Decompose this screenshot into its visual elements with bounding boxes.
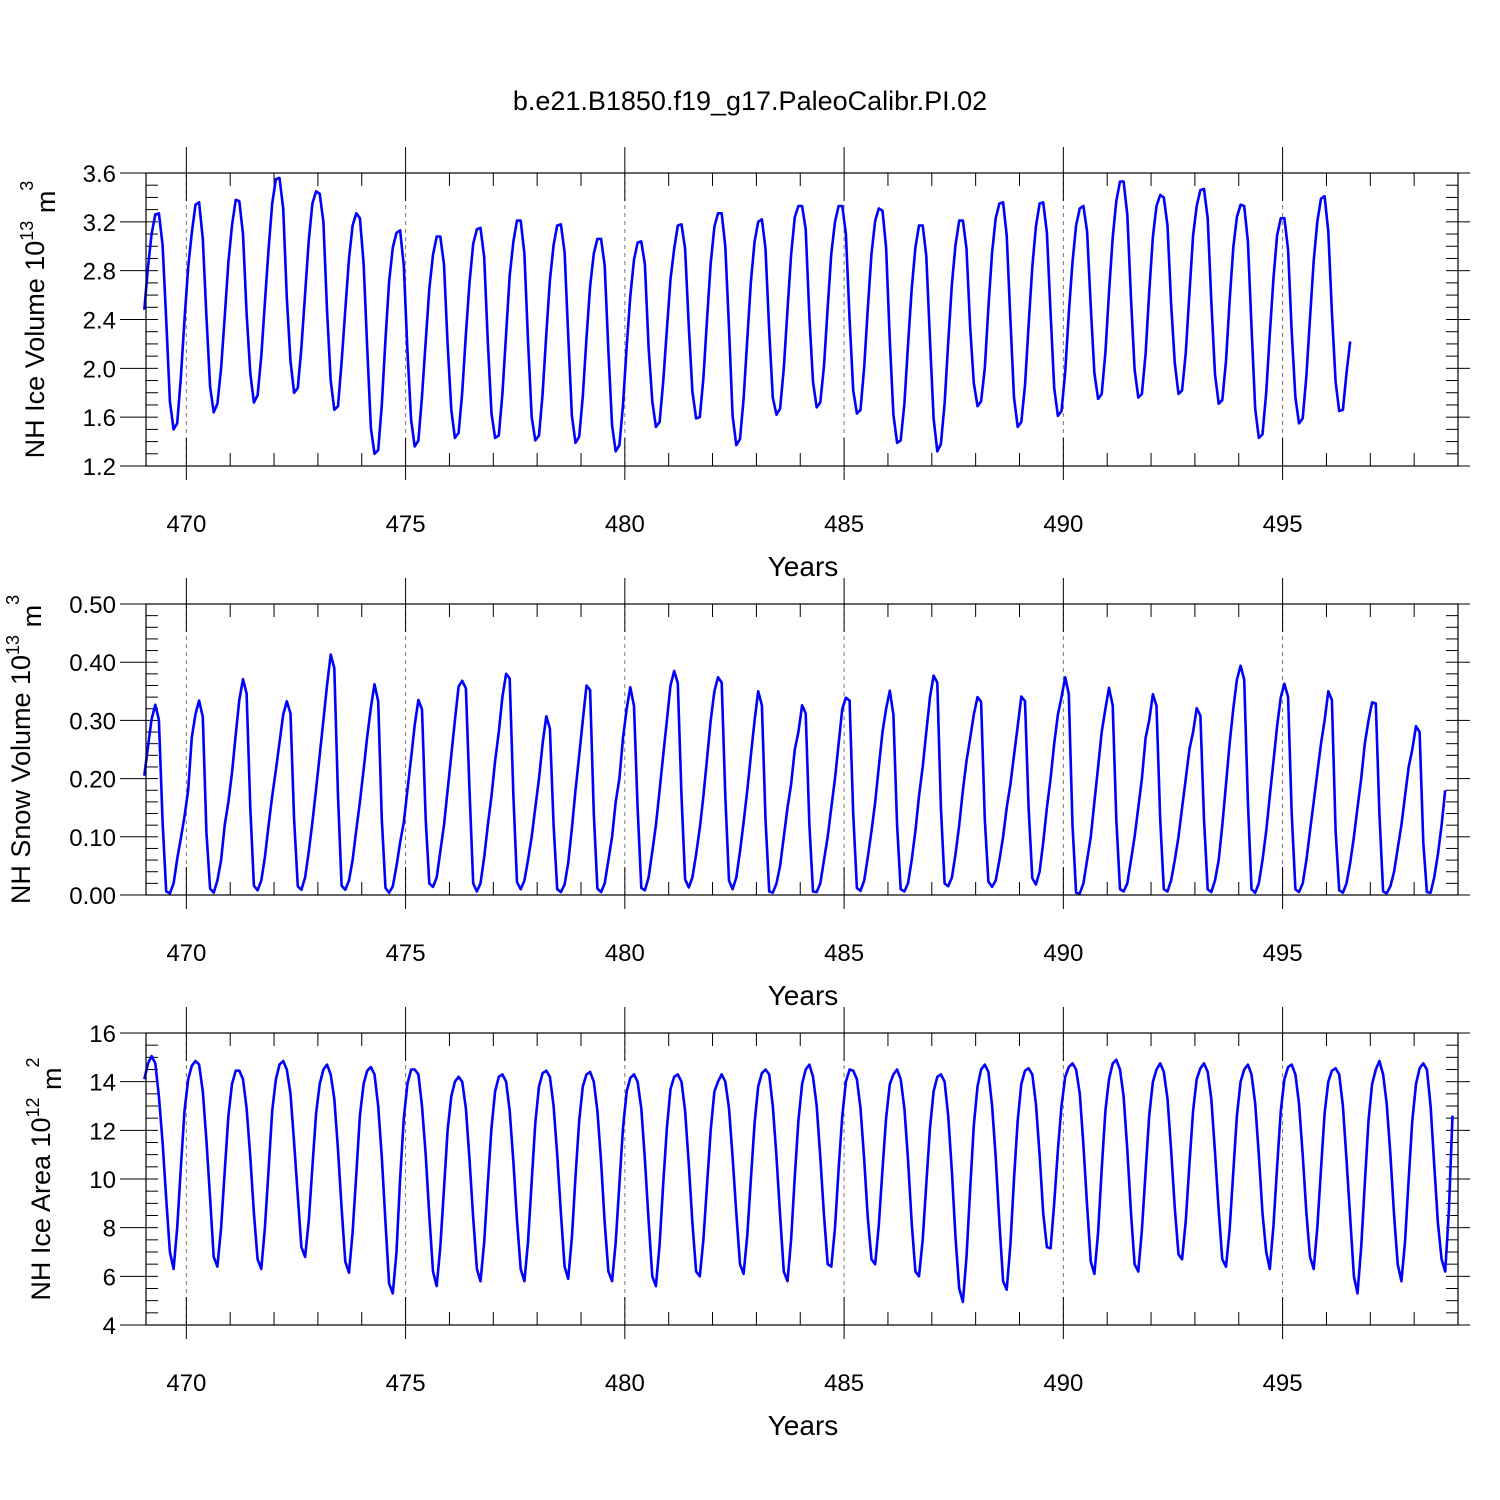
y-tick-label: 12 — [89, 1118, 116, 1145]
x-tick-label: 475 — [386, 511, 426, 538]
series-line — [143, 1054, 1454, 1304]
y-axis-label-ylabel-unit: m — [17, 605, 47, 635]
y-tick-label: 2.8 — [83, 259, 116, 286]
y-tick-label: 0.00 — [69, 883, 116, 910]
x-tick-label: 495 — [1263, 940, 1303, 967]
y-axis-label-ylabel-main: NH Ice Area 10 — [26, 1117, 56, 1300]
y-tick-label: 4 — [103, 1313, 116, 1340]
y-axis-label-ylabel-exp: 13 — [3, 635, 23, 655]
y-axis-label-ylabel-unit-exp: 2 — [23, 1057, 43, 1067]
y-tick-label: 0.20 — [69, 767, 116, 794]
x-axis-label: Years — [768, 1410, 839, 1441]
series-line — [143, 653, 1447, 895]
plot-frame — [145, 603, 1459, 896]
x-tick-label: 470 — [166, 511, 206, 538]
figure-title: b.e21.B1850.f19_g17.PaleoCalibr.PI.02 — [513, 86, 987, 116]
y-axis-label: NH Snow Volume 1013 m3 — [3, 595, 47, 904]
y-tick-label: 0.10 — [69, 825, 116, 852]
y-tick-label: 3.2 — [83, 210, 116, 237]
panel-snow-volume: 0.00 0.10 0.20 0.30 0.40 0.50 470 475 480 485 490 4… — [3, 578, 1470, 1011]
series-line — [143, 176, 1352, 456]
x-tick-label: 485 — [824, 1370, 864, 1397]
y-tick-label: 1.2 — [83, 454, 116, 481]
panel-ice-area: 4 6 8 10 12 14 16 470 475 480 485 490 495 Years NH Ice… — [23, 1007, 1470, 1441]
y-tick-label: 3.6 — [83, 161, 116, 188]
panel-ice-volume: 1.2 1.6 2.0 2.4 2.8 3.2 3.6 470 475 480 485 490 495 Y… — [17, 147, 1470, 582]
x-tick-label: 475 — [386, 1370, 426, 1397]
x-tick-label: 485 — [824, 511, 864, 538]
y-tick-label: 2.0 — [83, 356, 116, 383]
plot-frame — [145, 172, 1459, 467]
y-axis-label-ylabel-main: NH Ice Volume 10 — [20, 241, 50, 459]
x-tick-label: 490 — [1043, 1370, 1083, 1397]
plot-frame — [145, 1032, 1459, 1326]
y-tick-label: 6 — [103, 1264, 116, 1291]
y-tick-label: 0.40 — [69, 650, 116, 677]
x-tick-label: 480 — [605, 1370, 645, 1397]
y-tick-label: 16 — [89, 1021, 116, 1048]
y-axis-label-ylabel-exp: 12 — [23, 1097, 43, 1117]
x-tick-label: 495 — [1263, 1370, 1303, 1397]
y-tick-label: 1.6 — [83, 405, 116, 432]
y-axis-label-ylabel-unit-exp: 3 — [17, 181, 37, 191]
y-tick-label: 14 — [89, 1070, 116, 1097]
y-tick-label: 8 — [103, 1216, 116, 1243]
y-axis-label-ylabel-unit-exp: 3 — [3, 595, 23, 605]
x-tick-label: 480 — [605, 511, 645, 538]
x-tick-label: 470 — [166, 1370, 206, 1397]
y-axis-label-ylabel-unit: m — [37, 1067, 67, 1097]
y-tick-label: 0.50 — [69, 592, 116, 619]
y-tick-label: 10 — [89, 1167, 116, 1194]
x-tick-label: 495 — [1263, 511, 1303, 538]
x-axis-label: Years — [768, 980, 839, 1011]
y-axis-label-ylabel-main: NH Snow Volume 10 — [6, 655, 36, 904]
x-tick-label: 475 — [386, 940, 426, 967]
y-axis-label: NH Ice Area 1012 m2 — [23, 1057, 67, 1300]
x-tick-label: 470 — [166, 940, 206, 967]
x-axis-label: Years — [768, 551, 839, 582]
x-tick-label: 490 — [1043, 511, 1083, 538]
y-axis-label-ylabel-exp: 13 — [17, 221, 37, 241]
x-tick-label: 480 — [605, 940, 645, 967]
x-tick-label: 485 — [824, 940, 864, 967]
y-axis-label: NH Ice Volume 1013 m3 — [17, 181, 61, 459]
x-tick-label: 490 — [1043, 940, 1083, 967]
y-axis-label-ylabel-unit: m — [31, 191, 61, 221]
y-tick-label: 2.4 — [83, 308, 116, 335]
y-tick-label: 0.30 — [69, 708, 116, 735]
